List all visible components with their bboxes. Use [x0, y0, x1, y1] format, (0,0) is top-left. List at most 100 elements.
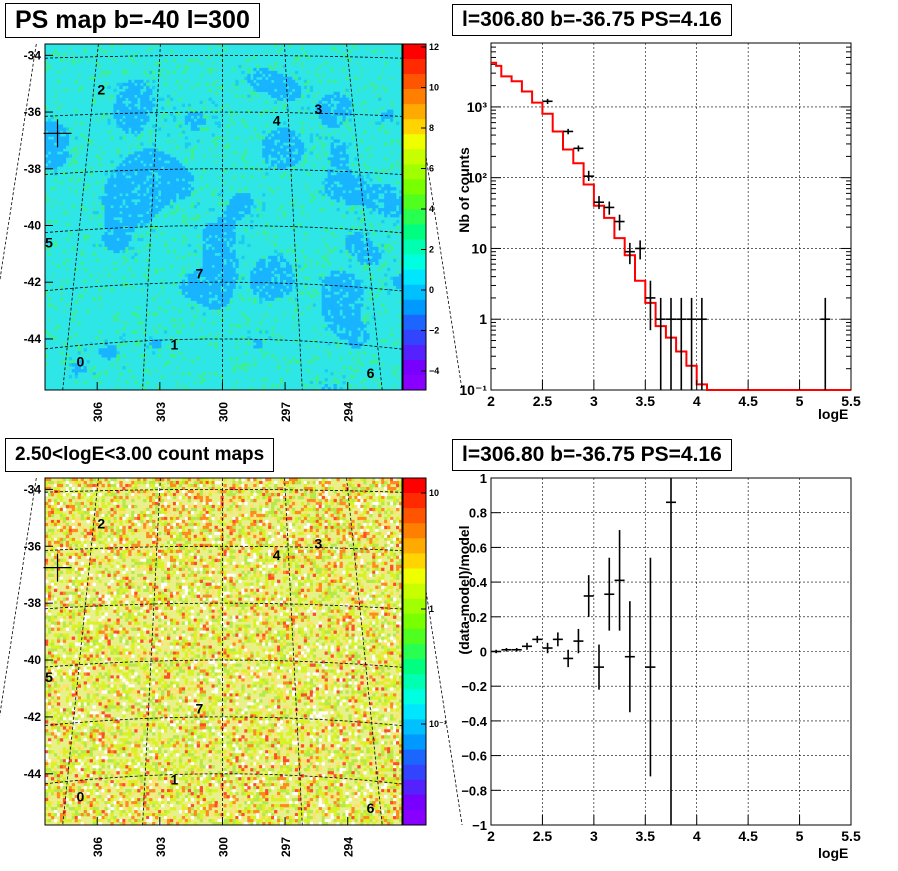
map-xtick-label: 306 — [91, 402, 105, 422]
grid-latitude-line — [44, 545, 403, 551]
map-ytick-label: -40 — [24, 653, 42, 667]
map-ytick-label: -42 — [24, 710, 42, 724]
grid-latitude-line — [44, 489, 403, 493]
source-label: 1 — [170, 337, 178, 353]
spectrum-ytick-label: 10 — [471, 240, 487, 256]
spectrum-xtick-label: 5 — [796, 393, 804, 409]
map-xtick-label: 294 — [342, 402, 356, 422]
residual-ytick-label: 0.8 — [469, 506, 487, 521]
source-label: 5 — [45, 235, 53, 251]
spectrum-xtick-label: 4.5 — [738, 393, 758, 409]
residual-xtick-label: 4 — [693, 828, 701, 844]
map-ytick-label: -34 — [24, 482, 42, 496]
map-ytick-label: -36 — [24, 105, 42, 119]
map-ytick-label: -40 — [24, 219, 42, 233]
source-label: 3 — [314, 101, 322, 117]
grid-longitude-line — [0, 477, 37, 717]
spectrum-xtick-label: 4 — [693, 393, 701, 409]
source-label: 4 — [273, 547, 281, 563]
colorbar — [402, 43, 427, 391]
map-ytick-label: -34 — [24, 48, 42, 62]
residual-xtick-label: 3 — [590, 828, 598, 844]
residual-panel: 2 2.5 3 3.5 4 4.5 5 5.5 1 0.8 0.6 0.4 0.2 0 −0.2 −0.4 −… — [456, 471, 861, 861]
residual-xtick-label: 4.5 — [738, 828, 758, 844]
spectrum-xtick-label: 2 — [487, 393, 495, 409]
colorbar-label: 4 — [429, 204, 434, 214]
source-label: 1 — [170, 771, 178, 787]
map-bottom-title: 2.50<logE<3.00 count maps — [5, 438, 275, 472]
source-label: 2 — [97, 516, 105, 532]
spectrum-xtick-label: 3 — [590, 393, 598, 409]
residual-ytick-label: −0.6 — [461, 749, 487, 764]
grid-latitude-line — [44, 168, 403, 175]
spectrum-xlabel: logE — [818, 406, 848, 422]
grid-latitude-line — [44, 773, 403, 785]
source-label: 7 — [195, 266, 203, 282]
residual-ytick-label: 0 — [480, 645, 487, 660]
source-label: 5 — [45, 669, 53, 685]
spectrum-ytick-label: 10³ — [467, 99, 488, 115]
spectrum-ylabel: Nb of counts — [456, 147, 472, 233]
map-xtick-label: 303 — [154, 402, 168, 422]
map-xtick-label: 297 — [279, 402, 293, 422]
map-xtick-label: 297 — [279, 837, 293, 857]
grid-longitude-line — [408, 43, 463, 391]
residual-ytick-label: 0.2 — [469, 610, 487, 625]
residual-xtick-label: 2.5 — [533, 828, 553, 844]
source-label: 7 — [195, 700, 203, 716]
colorbar-label: 6 — [429, 164, 434, 174]
grid-longitude-line — [62, 477, 99, 826]
grid-latitude-line — [44, 281, 403, 292]
grid-longitude-line — [284, 43, 303, 391]
residual-ytick-label: 0.6 — [469, 540, 487, 555]
grid-latitude-line — [44, 225, 403, 234]
residual-ytick-label: 0.4 — [469, 575, 488, 590]
grid-longitude-line — [142, 43, 161, 391]
colorbar-label: 8 — [429, 123, 434, 133]
colorbar-label: 10 — [429, 83, 439, 93]
map-ytick-label: -38 — [24, 596, 42, 610]
colorbar-label: 10 — [429, 488, 439, 498]
colorbar — [402, 477, 427, 826]
spectrum-title: l=306.80 b=-36.75 PS=4.16 — [452, 4, 732, 36]
source-label: 6 — [367, 365, 375, 381]
map-ytick-label: -42 — [24, 275, 42, 289]
source-label: 2 — [97, 81, 105, 97]
map-ytick-label: -38 — [24, 162, 42, 176]
residual-ytick-label: −0.4 — [461, 714, 487, 729]
spectrum-xtick-label: 2.5 — [533, 393, 553, 409]
grid-longitude-line — [284, 477, 303, 826]
colorbar-label: 1 — [429, 604, 434, 614]
colorbar-label: −2 — [429, 326, 439, 336]
map-xtick-label: 300 — [216, 402, 230, 422]
spectrum-ytick-label: 10² — [467, 170, 488, 186]
map-xtick-label: 294 — [342, 837, 356, 857]
residual-xtick-label: 5.5 — [841, 828, 861, 844]
colorbar-label: 10⁻¹ — [429, 719, 447, 729]
spectrum-ytick-label: 10⁻¹ — [459, 382, 487, 398]
grid-longitude-line — [408, 477, 463, 826]
colorbar-label: 0 — [429, 285, 434, 295]
source-label: 0 — [76, 354, 84, 370]
source-label: 3 — [314, 535, 322, 551]
source-label: 6 — [367, 800, 375, 816]
spectrum-xtick-label: 5.5 — [841, 393, 861, 409]
residual-xtick-label: 5 — [796, 828, 804, 844]
residual-title: l=306.80 b=-36.75 PS=4.16 — [452, 439, 732, 471]
map-ytick-label: -44 — [24, 767, 42, 781]
source-label: 4 — [273, 113, 281, 129]
map-xtick-label: 306 — [91, 837, 105, 857]
residual-xtick-label: 2 — [487, 828, 495, 844]
spectrum-xtick-label: 3.5 — [636, 393, 656, 409]
grid-latitude-line — [44, 111, 403, 117]
grid-longitude-line — [142, 477, 161, 826]
grid-latitude-line — [44, 338, 403, 350]
spectrum-ytick-label: 1 — [479, 311, 487, 327]
spectrum-panel: 2 2.5 3 3.5 4 4.5 5 5.5 10⁻¹ 1 10 10² 10³ logE Nb o… — [456, 42, 861, 422]
map-top-title: PS map b=-40 l=300 — [5, 3, 260, 38]
residual-ytick-label: 1 — [480, 471, 487, 486]
residual-ytick-label: −0.2 — [461, 679, 487, 694]
